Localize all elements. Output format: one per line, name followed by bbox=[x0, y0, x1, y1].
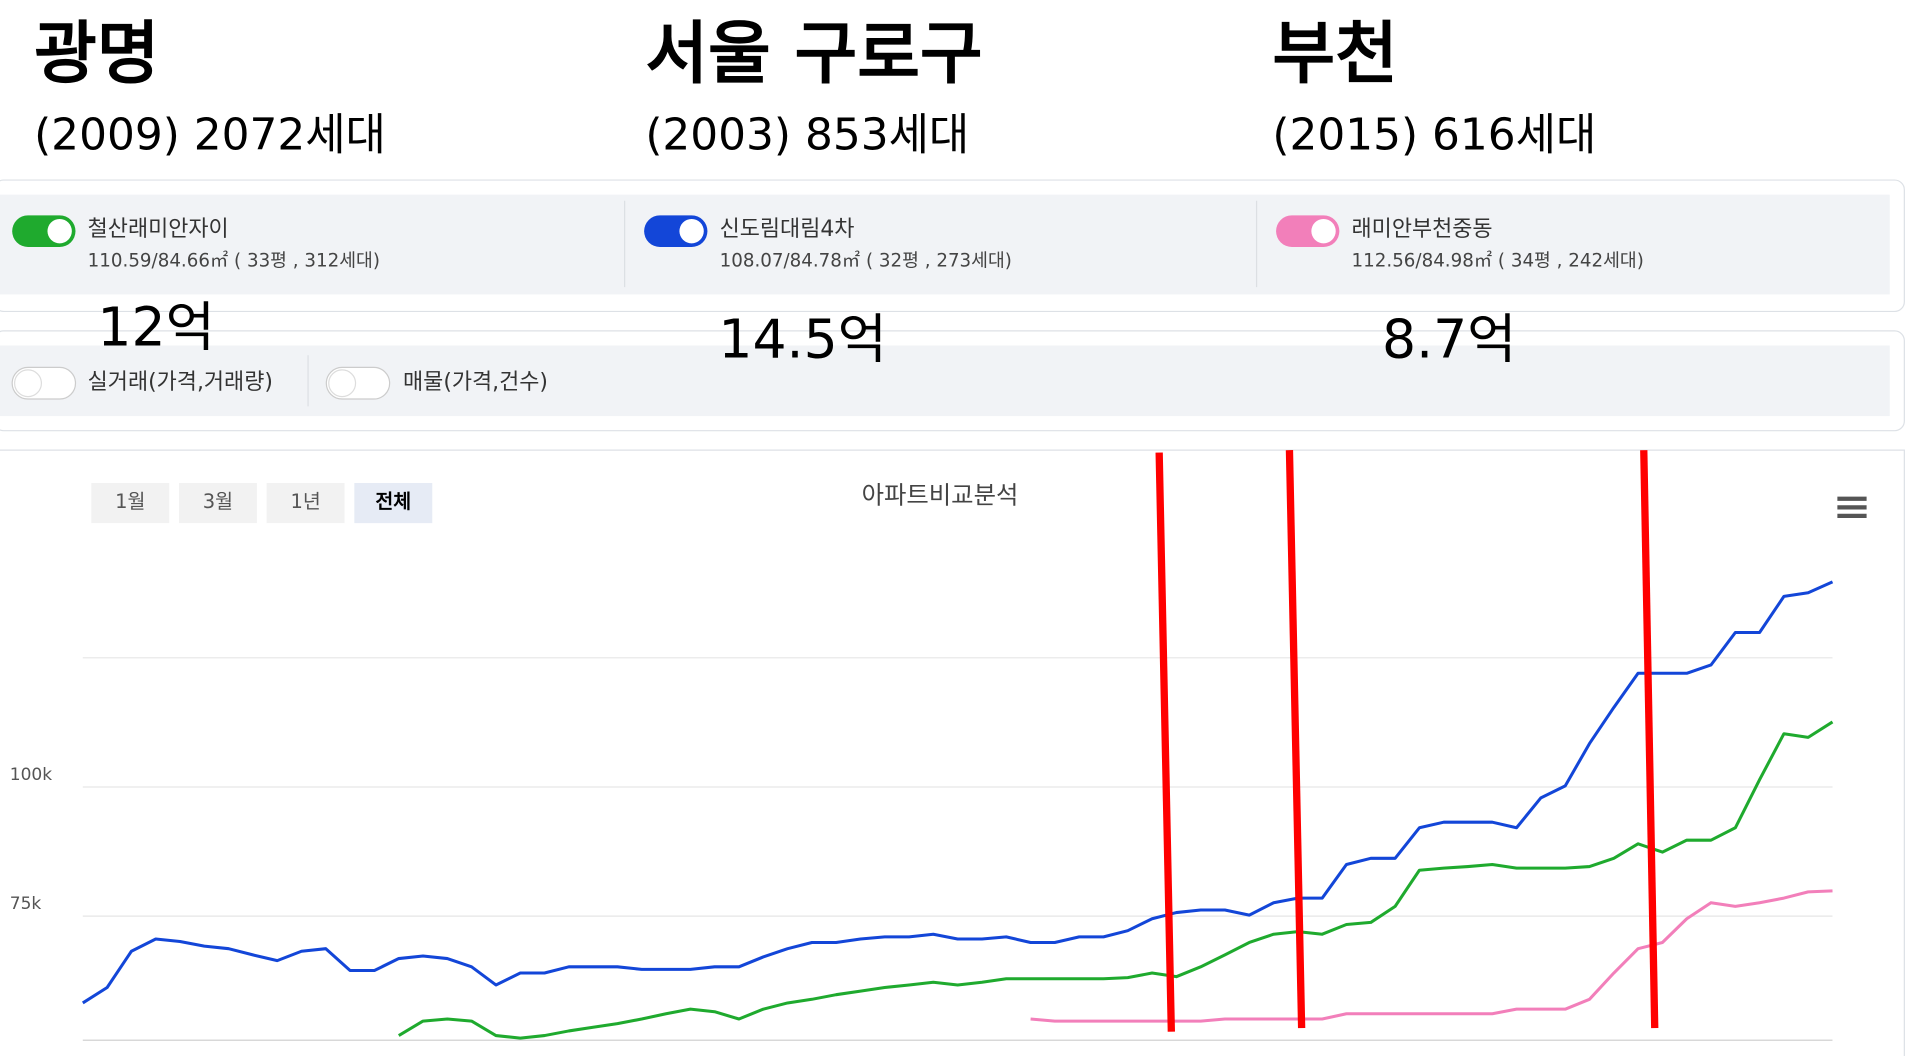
menu-icon[interactable] bbox=[1837, 496, 1867, 518]
region-info: (2003) 853세대 bbox=[645, 109, 969, 160]
toggle-knob bbox=[14, 369, 43, 398]
toggle-knob bbox=[47, 218, 72, 244]
price-note: 14.5억 bbox=[718, 308, 887, 371]
region-title: 광명 bbox=[34, 15, 159, 94]
region-title: 부천 bbox=[1272, 15, 1397, 94]
annotation-line bbox=[1155, 452, 1175, 1032]
filter-label: 실거래(가격,거래량) bbox=[88, 370, 273, 395]
chart-title: 아파트비교분석 bbox=[862, 480, 1019, 509]
toggle-knob bbox=[679, 218, 704, 244]
range-label: 1년 bbox=[290, 490, 320, 513]
series-name: 래미안부천중동 bbox=[1352, 217, 1493, 242]
price-note: 12억 bbox=[97, 296, 214, 359]
range-button[interactable]: 전체 bbox=[354, 482, 433, 524]
price-note: 8.7억 bbox=[1382, 308, 1516, 371]
series-spec: 108.07/84.78㎡ ( 32평 , 273세대) bbox=[720, 250, 1012, 272]
range-label: 1월 bbox=[115, 490, 145, 513]
filter-toggle[interactable]: 실거래(가격,거래량) bbox=[11, 366, 273, 400]
region-info: (2015) 616세대 bbox=[1272, 109, 1596, 160]
filter-label: 매물(가격,건수) bbox=[403, 370, 548, 395]
range-button-bg bbox=[266, 482, 345, 524]
series-toggle[interactable]: 래미안부천중동 112.56/84.98㎡ ( 34평 , 242세대) bbox=[1276, 215, 1644, 272]
series-name: 철산래미안자이 bbox=[88, 217, 229, 242]
annotation-line bbox=[1285, 450, 1306, 1029]
range-button-bg bbox=[354, 482, 433, 524]
series-spec: 112.56/84.98㎡ ( 34평 , 242세대) bbox=[1352, 250, 1644, 272]
series-line bbox=[397, 720, 1834, 1040]
filter-bg bbox=[0, 345, 1890, 417]
toggle-knob bbox=[328, 369, 357, 398]
overlay: 광명 (2009) 2072세대 12억 서울 구로구 (2003) 853세대 14.5… bbox=[34, 15, 1659, 1032]
range-button-bg bbox=[178, 482, 257, 524]
series-line bbox=[81, 580, 1834, 1005]
series-line bbox=[1030, 889, 1833, 1023]
range-button[interactable]: 1년 bbox=[266, 482, 345, 524]
series-name: 신도림대림4차 bbox=[720, 217, 855, 242]
plot: 75k 100k bbox=[10, 580, 1834, 1040]
series-toggle[interactable]: 신도림대림4차 108.07/84.78㎡ ( 32평 , 273세대) bbox=[644, 215, 1012, 272]
range-label: 3월 bbox=[203, 490, 233, 513]
y-tick-label: 100k bbox=[10, 765, 52, 785]
region-info: (2009) 2072세대 bbox=[34, 109, 386, 160]
y-tick-label: 75k bbox=[10, 894, 42, 914]
range-button[interactable]: 1월 bbox=[91, 482, 170, 524]
filter-toggle[interactable]: 매물(가격,건수) bbox=[325, 366, 548, 400]
series-toggle[interactable]: 철산래미안자이 110.59/84.66㎡ ( 33평 , 312세대) bbox=[12, 215, 380, 272]
range-button[interactable]: 3월 bbox=[178, 482, 257, 524]
region-title: 서울 구로구 bbox=[645, 15, 982, 94]
range-button-bg bbox=[91, 482, 170, 524]
chart-panel bbox=[0, 449, 1905, 1056]
toggle-knob bbox=[1311, 218, 1336, 244]
compare-bg bbox=[0, 194, 1890, 295]
range-label: 전체 bbox=[375, 490, 411, 513]
annotation-line bbox=[1640, 450, 1659, 1029]
series-spec: 110.59/84.66㎡ ( 33평 , 312세대) bbox=[88, 250, 380, 272]
